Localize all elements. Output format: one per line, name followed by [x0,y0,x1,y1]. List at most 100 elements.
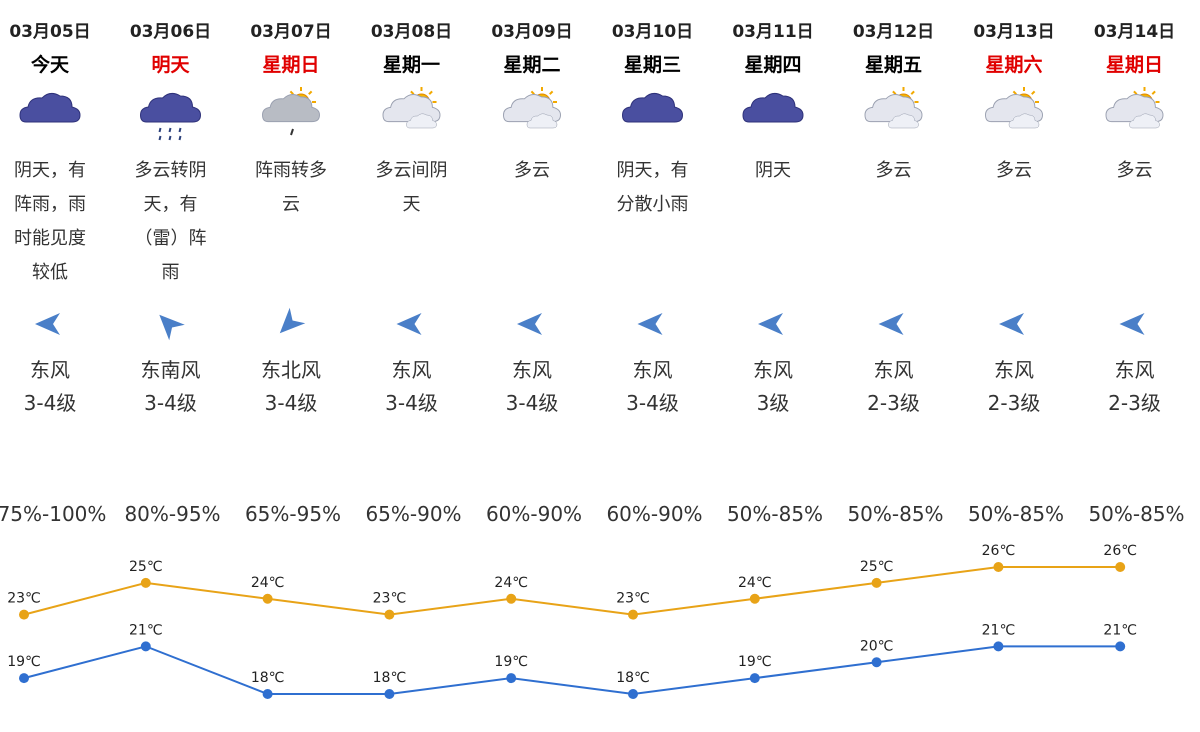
cloud [888,113,919,129]
date: 03月11日 [732,22,814,42]
temperature-point [871,657,882,668]
temperature-point [1115,641,1126,652]
date: 03月06日 [129,22,212,42]
weather-icon [262,87,320,136]
sun-ray [549,90,554,95]
description: 多云 [514,160,550,181]
description: 多云 [875,160,912,181]
humidity: 50%-85% [847,502,944,526]
raindrop [290,128,294,136]
temperature-label: 23℃ [616,591,650,607]
humidity: 60%-90% [606,502,703,526]
temperature-point [262,593,273,604]
temperature-point [19,609,29,620]
wind-arrow [279,307,306,334]
cloud [1008,113,1040,129]
sun-ray [289,90,294,95]
weekday: 星期六 [985,54,1043,76]
humidity: 60%-90% [485,502,583,526]
weather-icon [621,92,684,123]
cloud [1129,113,1160,129]
weekday: 星期三 [623,54,681,76]
date: 03月12日 [852,22,935,42]
weather-icon [1105,87,1164,129]
cloud [526,113,558,129]
wind-arrow [396,313,422,335]
temperature-label: 21℃ [1103,622,1137,638]
wind-direction: 东南风 [140,358,201,382]
temperature-line [23,645,1121,696]
weather-icon [382,87,441,129]
wind-level: 3-4级 [144,391,197,415]
cloud [19,92,81,123]
weather-icon [864,87,923,129]
humidity: 50%-85% [967,502,1065,526]
description: 多云转阴天，有（雷）阵雨 [134,160,207,283]
temperature-label: 19℃ [494,654,528,670]
raindrop [158,127,162,133]
wind-arrow [637,313,663,335]
raindrop [178,135,182,141]
sun-ray [1151,90,1156,95]
date: 03月10日 [611,22,694,42]
weekday: 星期日 [1105,54,1163,76]
wind-arrow [758,313,783,335]
temperature-point [749,593,760,604]
wind-arrow [517,313,542,335]
sun-ray [1133,90,1138,95]
wind-level: 3-4级 [626,391,679,415]
wind-direction: 东北风 [261,358,321,382]
sun-ray [1012,90,1017,95]
weather-icon [503,87,561,129]
weekday: 星期一 [382,54,440,76]
wind-direction: 东风 [391,358,432,382]
cloud [742,92,804,123]
wind-level: 2-3级 [1108,391,1161,415]
temperature-label: 24℃ [251,575,285,591]
humidity: 50%-85% [1088,502,1185,526]
cloud [406,113,437,129]
temperature-label: 18℃ [251,670,285,686]
description: 阴天，有阵雨，雨时能见度较低 [14,160,86,283]
raindrop [168,135,172,141]
wind-level: 3-4级 [385,391,438,415]
temperature-point [1115,562,1126,572]
temperature-label: 18℃ [616,670,650,686]
raindrop [168,127,172,133]
wind-direction: 东风 [30,358,70,382]
cloud [262,94,320,123]
date: 03月07日 [250,22,332,42]
wind-level: 3-4级 [23,391,77,415]
temperature-label: 25℃ [129,559,163,575]
temperature-point [628,609,638,620]
sun-ray [410,90,415,95]
temperature-point [384,689,395,699]
temperature-label: 23℃ [373,591,407,607]
weekday: 星期日 [262,54,320,76]
weather-icon [742,92,804,123]
cloud [139,92,202,123]
temperature-point [262,689,273,699]
wind-direction: 东风 [753,358,793,382]
temperature-label: 24℃ [494,575,528,591]
weekday: 星期五 [864,54,922,76]
description: 阴天 [755,160,791,181]
description: 多云 [1116,160,1153,181]
wind-level: 2-3级 [867,391,920,415]
weekday: 星期四 [744,54,802,76]
weekday: 星期二 [503,54,561,76]
temperature-label: 19℃ [7,654,41,670]
temperature-point [993,562,1004,572]
temperature-label: 21℃ [129,622,163,638]
humidity: 75%-100% [0,502,107,526]
sun-ray [428,90,433,95]
date: 03月13日 [973,22,1055,42]
sun-ray [530,90,535,95]
temperature-point [749,673,760,684]
sun-ray [1031,90,1036,95]
temperature-point [19,673,29,684]
weather-icon [139,92,202,141]
wind-level: 3-4级 [264,391,318,415]
description: 阵雨转多云 [255,160,327,215]
wind-arrow [1119,313,1145,335]
